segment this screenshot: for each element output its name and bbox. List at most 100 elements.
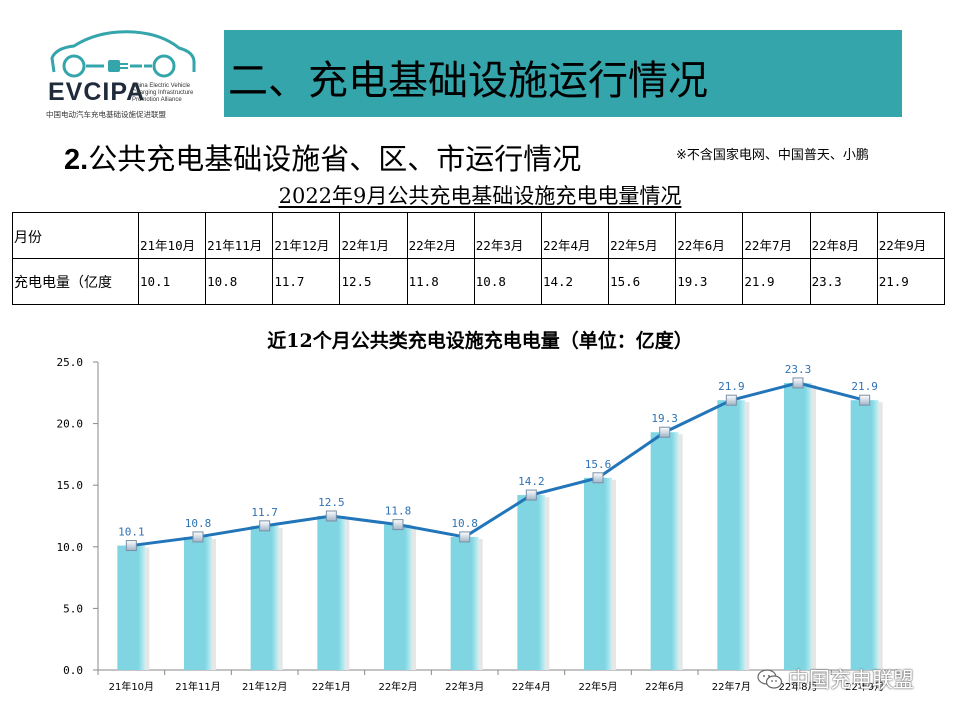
wechat-icon	[757, 669, 783, 689]
y-tick-label: 25.0	[57, 356, 84, 369]
x-tick-label: 22年4月	[512, 680, 551, 693]
line-marker	[459, 531, 471, 543]
month-cell: 22年4月	[540, 212, 610, 259]
bar	[517, 495, 546, 670]
x-tick-label: 22年2月	[378, 680, 417, 693]
x-tick-label: 21年11月	[175, 680, 220, 693]
section-title: 二、充电基础设施运行情况	[228, 58, 708, 104]
month-cell: 22年9月	[876, 212, 946, 259]
x-tick-label: 22年5月	[578, 680, 617, 693]
bar-shadow	[745, 402, 750, 670]
month-cell: 22年8月	[809, 212, 878, 259]
line-marker	[725, 394, 737, 406]
line-marker	[325, 510, 337, 522]
bar-shadow	[478, 538, 483, 670]
subsection-number: 2.	[64, 144, 89, 176]
wechat-watermark: 中国充电联盟	[788, 668, 914, 692]
month-cell: 22年2月	[406, 212, 475, 259]
line-marker	[659, 426, 671, 438]
bar	[184, 536, 212, 670]
month-cell: 22年6月	[675, 212, 744, 259]
x-tick-label: 22年6月	[645, 680, 684, 693]
bar-shadow	[145, 547, 150, 670]
subsection-heading: 2.公共充电基础设施省、区、市运行情况	[64, 136, 581, 178]
month-cell: 21年10月	[137, 212, 207, 259]
energy-cell: 10.8	[205, 258, 274, 305]
bar-shadow	[878, 402, 883, 670]
line-marker	[125, 540, 137, 552]
logo-chinese-name: 中国电动汽车充电基础设施促进联盟	[46, 110, 166, 119]
line-marker	[592, 472, 604, 484]
bar	[650, 432, 679, 670]
exclusion-note: ※不含国家电网、中国普天、小鹏	[676, 148, 869, 163]
month-cell: 22年3月	[473, 212, 542, 259]
month-cell: 22年7月	[742, 212, 811, 259]
section-banner: 二、充电基础设施运行情况	[224, 30, 902, 117]
bar	[250, 525, 279, 670]
data-label: 10.1	[118, 526, 145, 539]
y-tick-label: 10.0	[57, 541, 84, 554]
energy-cell: 19.3	[675, 258, 744, 305]
logo-english-name: China Electric Vehicle Charging Infrastr…	[132, 83, 194, 103]
line-marker	[392, 519, 404, 531]
energy-cell: 10.1	[137, 258, 207, 305]
month-header-cell: 月份	[12, 212, 139, 259]
bar	[584, 477, 612, 670]
charging-energy-table: 月份 21年10月 21年11月 21年12月 22年1月 22年2月 22年3…	[12, 212, 946, 305]
energy-cell: 11.7	[272, 258, 341, 305]
bar-shadow	[278, 527, 283, 670]
energy-header-cell: 充电电量（亿度	[12, 258, 139, 305]
x-tick-label: 22年9月	[845, 680, 884, 693]
bar-shadow	[612, 479, 616, 670]
chart-title: 近12个月公共类充电设施充电电量（单位：亿度）	[267, 329, 692, 352]
x-tick-label: 21年12月	[242, 680, 287, 693]
data-label: 21.9	[718, 380, 745, 393]
x-tick-label: 22年3月	[445, 680, 484, 693]
bar	[850, 400, 879, 670]
data-label: 12.5	[318, 496, 345, 509]
month-cell: 21年11月	[205, 212, 274, 259]
table-row-energy: 充电电量（亿度 10.1 10.8 11.7 12.5 11.8 10.8 14…	[12, 258, 946, 305]
bar-shadow	[345, 518, 350, 670]
y-tick-label: 15.0	[57, 479, 84, 492]
y-tick-label: 5.0	[63, 602, 83, 615]
x-tick-label: 22年1月	[312, 680, 351, 693]
data-label: 15.6	[585, 458, 612, 471]
energy-cell: 14.2	[540, 258, 610, 305]
bar	[450, 536, 479, 670]
x-tick-label: 22年8月	[778, 680, 817, 693]
data-label: 19.3	[651, 412, 678, 425]
data-label: 11.7	[251, 506, 278, 519]
y-tick-label: 0.0	[63, 664, 83, 677]
line-marker	[525, 489, 537, 501]
energy-cell: 15.6	[608, 258, 677, 305]
subsection-text: 公共充电基础设施省、区、市运行情况	[88, 142, 582, 176]
energy-cell: 23.3	[809, 258, 878, 305]
energy-cell: 21.9	[876, 258, 946, 305]
evcipa-logo: EVCIPA China Electric Vehicle Charging I…	[44, 28, 204, 120]
data-label: 21.9	[851, 380, 878, 393]
table-row-months: 月份 21年10月 21年11月 21年12月 22年1月 22年2月 22年3…	[12, 212, 946, 259]
month-cell: 21年12月	[272, 212, 341, 259]
month-cell: 22年1月	[339, 212, 408, 259]
data-label: 11.8	[385, 505, 412, 518]
line-marker	[859, 394, 871, 406]
bar-shadow	[812, 384, 816, 670]
bar-shadow	[678, 434, 683, 670]
line-marker	[259, 520, 271, 532]
logo-wordmark: EVCIPA	[48, 78, 146, 106]
table-title: 2022年9月公共充电基础设施充电电量情况	[0, 180, 960, 210]
bar-shadow	[212, 538, 216, 670]
x-tick-label: 21年10月	[109, 680, 154, 693]
bar	[384, 524, 412, 670]
data-label: 23.3	[785, 363, 812, 376]
month-cell: 22年5月	[608, 212, 677, 259]
bar-shadow	[412, 526, 416, 670]
series-line	[131, 381, 866, 548]
bar	[317, 516, 346, 670]
energy-cell: 11.8	[406, 258, 475, 305]
bar	[784, 382, 812, 670]
bar-shadow	[545, 497, 550, 670]
line-marker	[192, 531, 204, 543]
bar	[717, 400, 746, 670]
